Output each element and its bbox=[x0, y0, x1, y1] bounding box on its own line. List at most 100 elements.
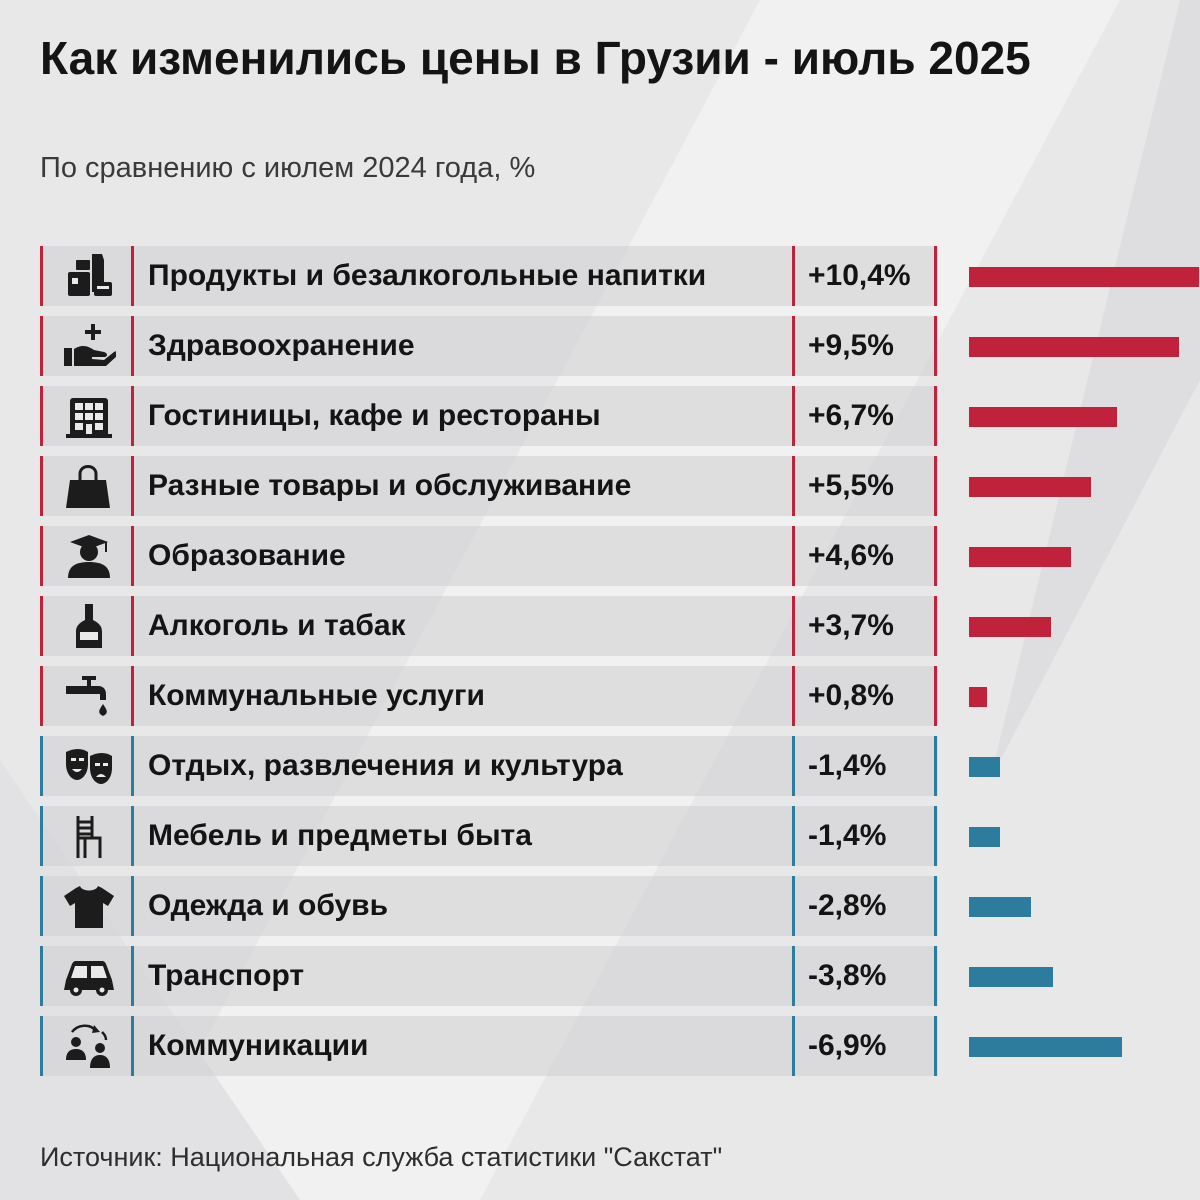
row-divider bbox=[40, 456, 43, 516]
bar bbox=[969, 407, 1118, 427]
shopping-bag-icon bbox=[62, 462, 116, 510]
chart-row: Мебель и предметы быта -1,4% bbox=[40, 806, 1160, 866]
row-divider bbox=[131, 316, 134, 376]
value-label: -6,9% bbox=[808, 1029, 887, 1062]
category-label: Одежда и обувь bbox=[148, 889, 389, 922]
row-background bbox=[40, 316, 938, 376]
row-divider bbox=[131, 666, 134, 726]
chart-row: Разные товары и обслуживание +5,5% bbox=[40, 456, 1160, 516]
bar bbox=[969, 337, 1180, 357]
row-background bbox=[40, 876, 938, 936]
row-divider bbox=[792, 1016, 795, 1076]
row-background bbox=[40, 526, 938, 586]
row-divider bbox=[792, 946, 795, 1006]
chart-row: Коммунальные услуги +0,8% bbox=[40, 666, 1160, 726]
bar bbox=[969, 547, 1071, 567]
row-divider bbox=[40, 1016, 43, 1076]
row-divider bbox=[792, 386, 795, 446]
bar bbox=[969, 827, 1000, 847]
chart-title: Как изменились цены в Грузии - июль 2025 bbox=[40, 32, 1031, 84]
row-background bbox=[40, 666, 938, 726]
graduate-icon bbox=[62, 532, 116, 580]
chart-row: Коммуникации -6,9% bbox=[40, 1016, 1160, 1076]
category-label: Коммунальные услуги bbox=[148, 679, 485, 712]
row-divider bbox=[792, 456, 795, 516]
bar bbox=[969, 617, 1051, 637]
row-background bbox=[40, 946, 938, 1006]
row-divider bbox=[131, 386, 134, 446]
row-divider bbox=[934, 316, 937, 376]
category-label: Мебель и предметы быта bbox=[148, 819, 532, 852]
bar bbox=[969, 1037, 1122, 1057]
row-divider bbox=[40, 806, 43, 866]
row-divider bbox=[40, 736, 43, 796]
bar bbox=[969, 267, 1199, 287]
healthcare-icon bbox=[62, 322, 116, 370]
row-divider bbox=[131, 806, 134, 866]
category-label: Алкоголь и табак bbox=[148, 609, 406, 642]
value-label: -2,8% bbox=[808, 889, 887, 922]
chart-subtitle: По сравнению с июлем 2024 года, % bbox=[40, 152, 536, 184]
row-divider bbox=[792, 246, 795, 306]
source-note: Источник: Национальная служба статистики… bbox=[40, 1142, 723, 1172]
grocery-icon bbox=[62, 252, 116, 300]
row-divider bbox=[792, 736, 795, 796]
row-divider bbox=[934, 736, 937, 796]
row-divider bbox=[792, 596, 795, 656]
row-divider bbox=[131, 1016, 134, 1076]
row-divider bbox=[934, 456, 937, 516]
value-label: +3,7% bbox=[808, 609, 894, 642]
bottle-icon bbox=[62, 602, 116, 650]
value-label: -1,4% bbox=[808, 819, 887, 852]
row-divider bbox=[131, 946, 134, 1006]
chart-row: Продукты и безалкогольные напитки +10,4% bbox=[40, 246, 1199, 306]
category-label: Здравоохранение bbox=[148, 329, 415, 362]
bar-chart-rows: Продукты и безалкогольные напитки +10,4% З… bbox=[40, 246, 1199, 1086]
row-background bbox=[40, 246, 938, 306]
chart-row: Гостиницы, кафе и рестораны +6,7% bbox=[40, 386, 1160, 446]
row-divider bbox=[40, 946, 43, 1006]
bar bbox=[969, 477, 1091, 497]
row-background bbox=[40, 806, 938, 866]
value-label: -3,8% bbox=[808, 959, 887, 992]
chart-row: Одежда и обувь -2,8% bbox=[40, 876, 1160, 936]
row-divider bbox=[131, 596, 134, 656]
row-divider bbox=[934, 596, 937, 656]
faucet-icon bbox=[62, 672, 116, 720]
row-divider bbox=[131, 876, 134, 936]
category-label: Продукты и безалкогольные напитки bbox=[148, 259, 707, 292]
bar bbox=[969, 757, 1000, 777]
row-divider bbox=[131, 456, 134, 516]
row-divider bbox=[934, 526, 937, 586]
value-label: -1,4% bbox=[808, 749, 887, 782]
category-label: Коммуникации bbox=[148, 1029, 369, 1062]
row-background bbox=[40, 736, 938, 796]
value-label: +9,5% bbox=[808, 329, 894, 362]
chart-row: Здравоохранение +9,5% bbox=[40, 316, 1180, 376]
row-background bbox=[40, 456, 938, 516]
category-label: Гостиницы, кафе и рестораны bbox=[148, 399, 601, 432]
value-label: +4,6% bbox=[808, 539, 894, 572]
row-background bbox=[40, 596, 938, 656]
row-divider bbox=[40, 876, 43, 936]
row-divider bbox=[792, 526, 795, 586]
category-label: Транспорт bbox=[148, 959, 305, 992]
category-label: Разные товары и обслуживание bbox=[148, 469, 632, 502]
car-icon bbox=[62, 952, 116, 1000]
value-label: +10,4% bbox=[808, 259, 911, 292]
row-background bbox=[40, 1016, 938, 1076]
theater-masks-icon bbox=[62, 742, 116, 790]
category-label: Отдых, развлечения и культура bbox=[148, 749, 623, 782]
row-divider bbox=[131, 246, 134, 306]
row-divider bbox=[131, 526, 134, 586]
row-divider bbox=[792, 666, 795, 726]
bar bbox=[969, 967, 1053, 987]
bar bbox=[969, 897, 1031, 917]
bar bbox=[969, 687, 987, 707]
chart-row: Отдых, развлечения и культура -1,4% bbox=[40, 736, 1160, 796]
row-divider bbox=[40, 316, 43, 376]
hotel-building-icon bbox=[62, 392, 116, 440]
category-label: Образование bbox=[148, 539, 346, 572]
value-label: +5,5% bbox=[808, 469, 894, 502]
row-divider bbox=[792, 316, 795, 376]
